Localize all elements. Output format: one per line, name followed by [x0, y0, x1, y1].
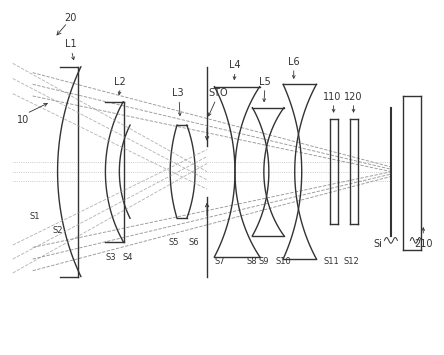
Text: 20: 20 — [64, 12, 77, 23]
Text: STO: STO — [208, 88, 228, 98]
Text: S1: S1 — [29, 212, 40, 222]
Text: 210: 210 — [414, 239, 432, 249]
Text: S5: S5 — [169, 238, 179, 247]
Text: S12: S12 — [344, 257, 359, 266]
Text: 110: 110 — [323, 92, 342, 102]
Text: L3: L3 — [172, 88, 184, 98]
Text: S2: S2 — [52, 226, 63, 235]
Text: L5: L5 — [259, 77, 271, 87]
Text: 10: 10 — [17, 115, 29, 125]
Text: S11: S11 — [324, 257, 340, 266]
Text: S9: S9 — [258, 257, 269, 266]
Text: Si: Si — [373, 239, 382, 249]
Text: S4: S4 — [122, 253, 133, 262]
Text: L1: L1 — [65, 39, 76, 49]
Text: S6: S6 — [189, 238, 199, 247]
Text: S3: S3 — [105, 253, 116, 262]
Text: S7: S7 — [215, 257, 225, 266]
Text: L4: L4 — [229, 60, 241, 70]
Text: L2: L2 — [115, 77, 126, 87]
Text: S8: S8 — [246, 257, 257, 266]
Text: S10: S10 — [276, 257, 292, 266]
Text: 120: 120 — [344, 92, 363, 102]
Text: L6: L6 — [288, 57, 300, 67]
